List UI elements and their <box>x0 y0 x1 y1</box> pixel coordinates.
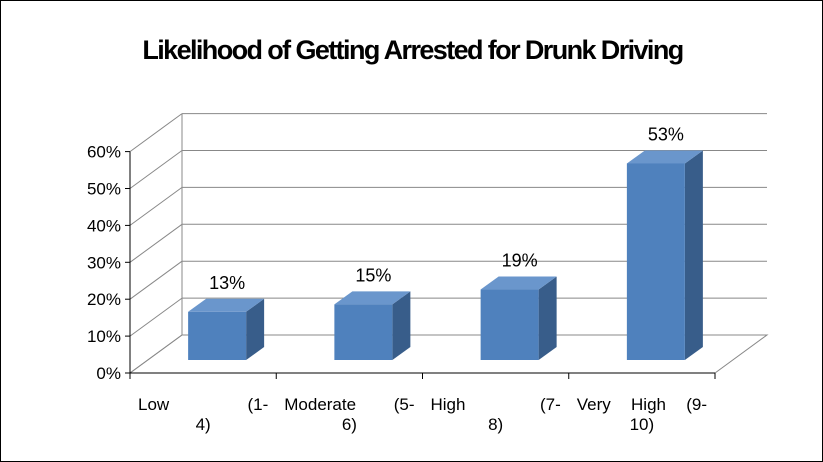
x-tick-label: Very High (9- 10) <box>577 395 707 435</box>
y-tick-label: 20% <box>87 290 121 309</box>
x-tick-label-line: Low (1- <box>138 395 269 414</box>
x-tick-label-line: 8) <box>488 415 504 434</box>
x-tick-label: Moderate (5- 6) <box>284 395 414 435</box>
x-tick-label-line: High (7- <box>430 395 561 414</box>
bar <box>626 163 685 360</box>
x-tick-label-line: 6) <box>341 415 357 434</box>
gridline-depth <box>129 260 183 300</box>
bar-top <box>334 291 411 305</box>
x-tick-label-line: Moderate (5- <box>284 395 415 414</box>
bar <box>334 304 393 360</box>
bar-top <box>480 276 557 290</box>
bar-top <box>188 298 265 312</box>
y-tick-label: 50% <box>87 180 121 199</box>
bar-side <box>392 291 411 360</box>
y-tick-label: 30% <box>87 253 121 272</box>
x-tick-label-line: 4) <box>195 415 211 434</box>
y-tick-label: 10% <box>87 327 121 346</box>
data-label: 53% <box>648 124 684 144</box>
bar-side <box>538 276 557 360</box>
x-tick-label-line: Very High (9- <box>576 395 707 414</box>
bar <box>480 289 539 360</box>
bar-side <box>684 150 703 360</box>
x-tick-label: Low (1- 4) <box>138 395 268 435</box>
gridline-depth <box>129 223 183 263</box>
gridline-depth <box>129 113 183 153</box>
data-label: 15% <box>355 265 391 285</box>
chart-title: Likelihood of Getting Arrested for Drunk… <box>142 35 684 65</box>
bar-top <box>626 150 703 164</box>
x-tick-label-line: 10) <box>629 415 655 434</box>
x-tick-label: High (7- 8) <box>431 395 561 435</box>
bar <box>188 311 247 360</box>
y-tick-label: 60% <box>87 143 121 162</box>
bar-side <box>246 298 265 360</box>
gridline-depth <box>129 150 183 189</box>
gridline-depth <box>129 186 183 226</box>
gridline-depth <box>129 297 183 337</box>
y-tick-label: 0% <box>96 364 121 383</box>
data-label: 19% <box>502 251 538 271</box>
y-tick-label: 40% <box>87 216 121 235</box>
data-label: 13% <box>209 273 245 293</box>
